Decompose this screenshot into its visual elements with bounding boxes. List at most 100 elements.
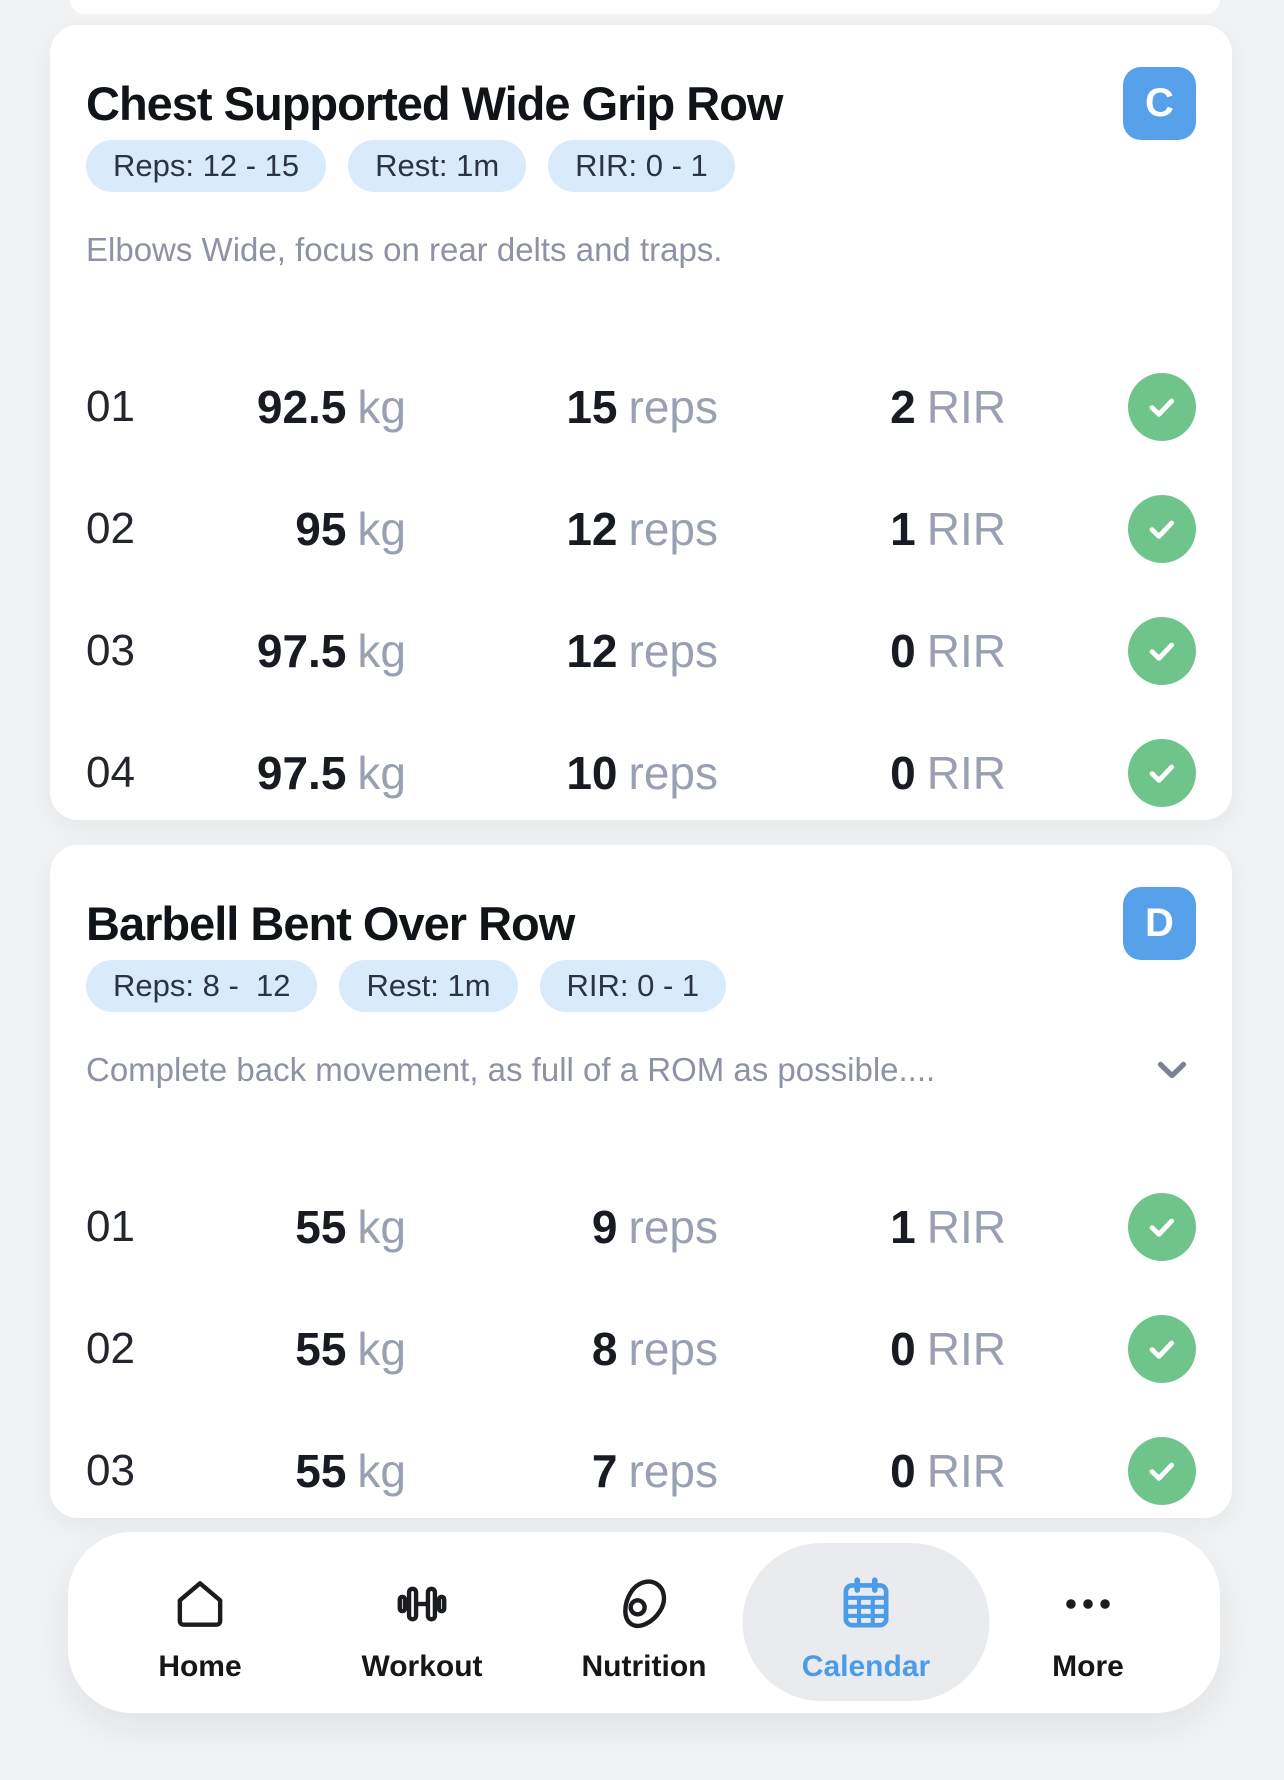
set-complete-button[interactable]: [1128, 1193, 1196, 1261]
rir-range-pill: RIR: 0 - 1: [539, 960, 727, 1012]
nav-label: More: [1052, 1650, 1124, 1683]
exercise-note: Elbows Wide, focus on rear delts and tra…: [86, 231, 723, 268]
set-number: 04: [86, 748, 135, 797]
set-complete-button[interactable]: [1128, 617, 1196, 685]
rir-value: 0: [890, 747, 916, 799]
weight-unit: kg: [357, 747, 406, 799]
nav-item-calendar[interactable]: Calendar: [742, 1532, 990, 1713]
reps-range-pill: Reps: 12 - 15: [86, 140, 327, 192]
set-complete-button[interactable]: [1128, 1315, 1196, 1383]
checkmark-icon: [1149, 520, 1175, 539]
reps-value: 7: [591, 1445, 618, 1497]
set-number: 03: [86, 1446, 135, 1495]
set-row[interactable]: 03 97.5 kg 12 reps 0 RIR: [86, 590, 1196, 712]
exercise-order-badge: D: [1123, 887, 1196, 960]
chevron-down-icon: [1157, 1061, 1187, 1079]
weight-value: 97.5: [256, 747, 347, 799]
reps-unit: reps: [628, 625, 718, 677]
weight-value: 95: [295, 503, 347, 555]
exercise-card-chest-supported-row: Chest Supported Wide Grip Row C Reps: 12…: [50, 25, 1232, 820]
rir-unit: RIR: [926, 1323, 1006, 1375]
rest-pill: Rest: 1m: [339, 960, 518, 1012]
rir-unit: RIR: [926, 1445, 1006, 1497]
rir-range-pill: RIR: 0 - 1: [548, 140, 735, 192]
weight-value: 55: [295, 1445, 347, 1497]
rir-value: 1: [890, 503, 916, 555]
weight-value: 55: [295, 1201, 347, 1253]
rir-value: 0: [890, 625, 916, 677]
avocado-icon: [612, 1572, 676, 1636]
more-dots-icon: [1056, 1572, 1120, 1636]
set-row[interactable]: 02 55 kg 8 reps 0 RIR: [86, 1288, 1196, 1410]
set-row[interactable]: 04 97.5 kg 10 reps 0 RIR: [86, 712, 1196, 834]
expand-note-button[interactable]: [1148, 1046, 1196, 1094]
rir-value: 1: [890, 1201, 916, 1253]
rir-unit: RIR: [926, 381, 1006, 433]
exercise-target-pills: Reps: 12 - 15 Rest: 1m RIR: 0 - 1: [86, 140, 1196, 192]
reps-value: 10: [566, 747, 618, 799]
reps-range-pill: Reps: 8 - 12: [86, 960, 318, 1012]
reps-value: 15: [566, 381, 618, 433]
checkmark-icon: [1149, 764, 1175, 783]
weight-unit: kg: [357, 1201, 406, 1253]
reps-unit: reps: [628, 1323, 718, 1375]
set-complete-button[interactable]: [1128, 495, 1196, 563]
reps-unit: reps: [628, 503, 718, 555]
bottom-navigation: Home Workout Nutrition: [68, 1532, 1220, 1713]
set-complete-button[interactable]: [1128, 373, 1196, 441]
reps-value: 9: [591, 1201, 618, 1253]
weight-unit: kg: [357, 1323, 406, 1375]
set-number: 01: [86, 382, 135, 431]
reps-value: 12: [566, 503, 618, 555]
checkmark-icon: [1149, 398, 1175, 417]
set-number: 02: [86, 504, 135, 553]
rir-value: 0: [890, 1323, 916, 1375]
rir-unit: RIR: [926, 1201, 1006, 1253]
exercise-title: Barbell Bent Over Row: [86, 897, 575, 950]
exercise-title: Chest Supported Wide Grip Row: [86, 77, 783, 130]
set-row[interactable]: 03 55 kg 7 reps 0 RIR: [86, 1410, 1196, 1518]
nav-label: Calendar: [801, 1650, 931, 1683]
weight-unit: kg: [357, 503, 406, 555]
reps-unit: reps: [628, 747, 718, 799]
rest-pill: Rest: 1m: [348, 140, 527, 192]
set-row[interactable]: 01 92.5 kg 15 reps 2 RIR: [86, 346, 1196, 468]
weight-value: 55: [295, 1323, 347, 1375]
home-icon: [168, 1572, 232, 1636]
weight-unit: kg: [357, 625, 406, 677]
set-row[interactable]: 02 95 kg 12 reps 1 RIR: [86, 468, 1196, 590]
weight-unit: kg: [357, 1445, 406, 1497]
nav-label: Home: [158, 1650, 242, 1683]
checkmark-icon: [1149, 1218, 1175, 1237]
reps-value: 8: [591, 1323, 618, 1375]
reps-unit: reps: [628, 1201, 718, 1253]
rir-value: 0: [890, 1445, 916, 1497]
rir-unit: RIR: [926, 747, 1006, 799]
set-number: 01: [86, 1202, 135, 1251]
checkmark-icon: [1149, 1462, 1175, 1481]
reps-unit: reps: [628, 381, 718, 433]
nav-label: Nutrition: [581, 1650, 707, 1683]
nav-label: Workout: [361, 1650, 483, 1683]
weight-value: 92.5: [256, 381, 347, 433]
nav-item-more[interactable]: More: [977, 1532, 1199, 1713]
weight-unit: kg: [357, 381, 406, 433]
sets-list: 01 92.5 kg 15 reps 2 RIR 02 95 kg 12 reps 1 RI…: [86, 346, 1196, 834]
exercise-order-badge: C: [1123, 67, 1196, 140]
exercise-target-pills: Reps: 8 - 12 Rest: 1m RIR: 0 - 1: [86, 960, 1196, 1012]
set-complete-button[interactable]: [1128, 1437, 1196, 1505]
set-row[interactable]: 01 55 kg 9 reps 1 RIR: [86, 1166, 1196, 1288]
nav-item-home[interactable]: Home: [89, 1532, 311, 1713]
exercise-card-barbell-row: Barbell Bent Over Row D Reps: 8 - 12 Res…: [50, 845, 1232, 1518]
previous-card-remnant: [70, 0, 1220, 14]
dumbbell-icon: [390, 1572, 454, 1636]
nav-active-indicator: [742, 1543, 990, 1701]
exercise-note: Complete back movement, as full of a ROM…: [86, 1051, 936, 1088]
reps-value: 12: [566, 625, 618, 677]
checkmark-icon: [1149, 1340, 1175, 1359]
rir-unit: RIR: [926, 503, 1006, 555]
nav-item-nutrition[interactable]: Nutrition: [533, 1532, 755, 1713]
checkmark-icon: [1149, 642, 1175, 661]
nav-item-workout[interactable]: Workout: [311, 1532, 533, 1713]
set-complete-button[interactable]: [1128, 739, 1196, 807]
